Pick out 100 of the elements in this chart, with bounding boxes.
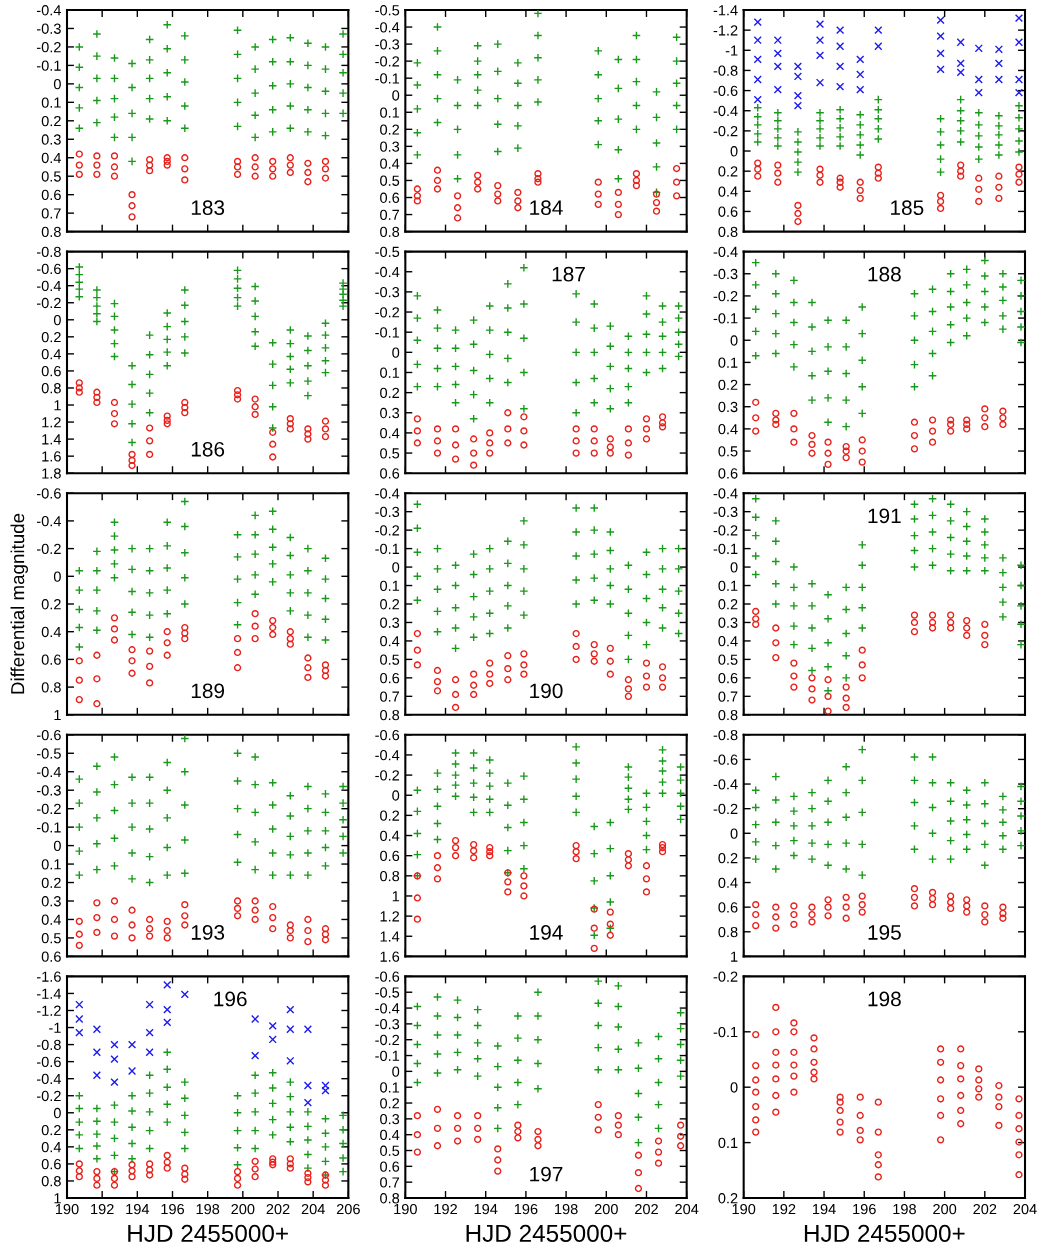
y-tick-label: 0 <box>53 78 61 90</box>
y-tick-label: 0.1 <box>380 1082 400 1093</box>
y-tick-label: 0.8 <box>718 226 738 238</box>
annotation: 185 <box>891 200 924 216</box>
y-tick-label: 0.2 <box>380 599 400 610</box>
y-tick-label: -0.1 <box>375 543 400 555</box>
y-tick-label: -0.6 <box>713 85 738 97</box>
y-tick-label: -0.4 <box>375 22 400 33</box>
x-tick-label: 190 <box>394 1203 417 1215</box>
y-tick-label: 0 <box>53 840 61 852</box>
y-tick-label: -0.4 <box>36 280 62 292</box>
y-tick-label: -0.4 <box>36 1073 62 1085</box>
y-tick-label: 0 <box>730 828 738 839</box>
y-tick-label: 0.7 <box>380 209 400 220</box>
y-tick-label: -0.6 <box>375 971 400 982</box>
y-tick-label: -0.2 <box>375 525 400 536</box>
y-tick-label: 0.4 <box>41 1141 62 1153</box>
annotation: 196 <box>214 991 247 1007</box>
y-tick-label: 0.3 <box>718 401 738 413</box>
y-tick-label: 1 <box>392 891 400 902</box>
y-tick-label: -0.2 <box>713 971 738 982</box>
annotation: 191 <box>868 508 901 524</box>
annotation: 193 <box>191 925 225 940</box>
y-tick-label: 0.2 <box>380 1098 400 1109</box>
x-tick-label: 196 <box>853 1203 876 1215</box>
y-tick-label: -0.1 <box>36 60 61 71</box>
y-tick-label: -1.6 <box>36 971 61 982</box>
y-tick-label: 1 <box>731 951 738 962</box>
y-tick-label: 0.6 <box>718 468 738 479</box>
x-tick-label: 194 <box>812 1203 836 1215</box>
y-tick-label: -0.2 <box>713 525 738 536</box>
y-tick-label: -0.3 <box>375 286 400 298</box>
y-tick-label: -0.4 <box>375 488 400 499</box>
y-tick-label: 0.2 <box>41 115 61 127</box>
annotation: 194 <box>530 925 563 940</box>
y-tick-label: -0.1 <box>713 1026 738 1038</box>
y-tick-label: -1.2 <box>713 25 738 36</box>
y-tick-label: 1 <box>54 1193 61 1204</box>
annotation: 198 <box>868 991 901 1007</box>
y-tick-label: 0.5 <box>380 175 400 186</box>
x-tick-label: 194 <box>126 1203 150 1215</box>
y-tick-label: -1.4 <box>713 5 738 16</box>
y-tick-label: 0.6 <box>41 654 61 665</box>
y-tick-label: -1 <box>725 45 738 56</box>
y-tick-label: 0.6 <box>718 206 738 217</box>
y-tick-label: -0.2 <box>375 770 400 781</box>
y-tick-label: -0.2 <box>36 1090 61 1102</box>
y-tick-label: 0.4 <box>380 636 400 647</box>
y-tick-label: 0.7 <box>380 691 400 702</box>
x-axis-title: HJD 2455000+ <box>466 1224 627 1242</box>
y-tick-label: 0.4 <box>718 636 738 647</box>
y-tick-label: 0.3 <box>380 617 400 628</box>
y-tick-label: 1.8 <box>42 468 61 479</box>
y-tick-label: -0.3 <box>36 785 61 796</box>
y-tick-label: 0 <box>730 562 738 573</box>
y-tick-label: 0.6 <box>41 1159 61 1170</box>
y-tick-label: 0.6 <box>718 902 738 913</box>
y-tick-label: 0.4 <box>380 830 400 841</box>
y-tick-label: 0.8 <box>718 709 738 721</box>
y-tick-label: -0.8 <box>713 65 738 76</box>
x-tick-label: 192 <box>434 1203 457 1215</box>
y-tick-label: 0.3 <box>41 134 61 145</box>
y-tick-label: -0.2 <box>375 56 400 67</box>
y-tick-label: 0.3 <box>380 407 400 419</box>
y-tick-label: 0.6 <box>41 951 61 962</box>
y-tick-label: -0.2 <box>713 125 738 137</box>
y-tick-label: -0.2 <box>36 803 61 815</box>
y-tick-label: 0.2 <box>380 810 400 821</box>
x-tick-label: 204 <box>1013 1203 1037 1215</box>
y-tick-label: -0.6 <box>713 754 738 765</box>
y-tick-label: 0.6 <box>380 468 400 479</box>
y-tick-label: 0.5 <box>380 654 400 665</box>
y-tick-label: -0.2 <box>713 803 738 815</box>
annotation: 188 <box>868 266 901 282</box>
y-tick-label: 0.3 <box>380 141 400 152</box>
x-tick-label: 196 <box>161 1203 185 1215</box>
y-tick-label: 1.2 <box>380 911 400 922</box>
x-tick-label: 198 <box>893 1203 916 1215</box>
x-tick-label: 202 <box>973 1203 997 1215</box>
annotation: 183 <box>191 200 225 216</box>
x-tick-label: 190 <box>732 1203 756 1215</box>
y-tick-label: -0.1 <box>713 543 738 555</box>
y-tick-label: 1.4 <box>42 434 62 445</box>
y-tick-label: -0.8 <box>36 246 61 258</box>
y-tick-label: 0.8 <box>380 870 400 882</box>
y-tick-label: 0.1 <box>718 357 738 368</box>
y-tick-label: 0.8 <box>380 1193 400 1204</box>
y-tick-label: 0.6 <box>380 850 400 862</box>
y-tick-label: -0.5 <box>375 246 400 258</box>
x-tick-label: 200 <box>231 1203 255 1215</box>
y-tick-label: 0.5 <box>380 448 400 459</box>
x-axis-title: HJD 2455000+ <box>128 1224 288 1242</box>
y-tick-label: 0.1 <box>41 859 61 870</box>
y-tick-label: -0.4 <box>36 5 62 16</box>
y-tick-label: -1.2 <box>36 1005 61 1016</box>
x-tick-label: 192 <box>772 1203 796 1215</box>
y-tick-label: -1.4 <box>36 988 62 999</box>
y-tick-label: -0.1 <box>375 1050 400 1061</box>
y-tick-label: 0.4 <box>718 423 738 435</box>
y-tick-label: -0.3 <box>375 39 400 50</box>
